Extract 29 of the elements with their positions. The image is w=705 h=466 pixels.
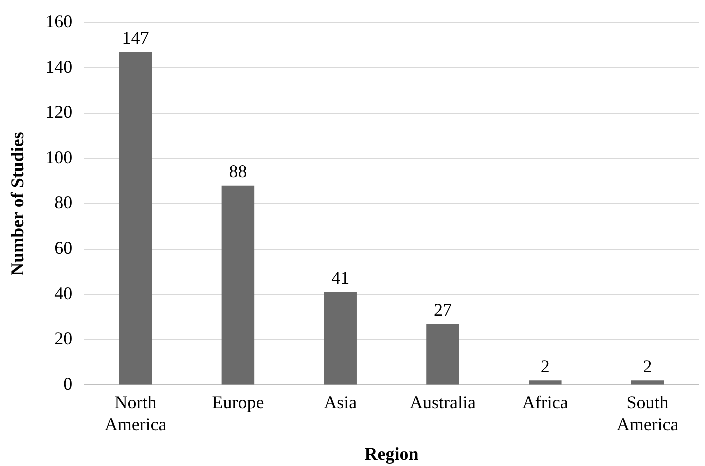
data-label: 2 [540,356,550,376]
x-tick-label: Europe [212,392,264,413]
bar [631,380,664,385]
data-label: 27 [434,300,452,320]
y-tick-label: 140 [46,56,73,77]
x-tick-label: Asia [324,392,358,413]
y-tick-label: 160 [46,12,73,32]
x-axis-title: Region [364,444,419,464]
y-tick-label: 20 [54,328,73,349]
x-tick-label: North America [104,392,167,434]
data-label: 2 [643,356,652,376]
y-tick-label: 100 [46,147,73,168]
y-tick-label: 120 [46,102,73,122]
x-tick-label: South America [616,392,679,434]
bar [222,186,255,385]
bar [529,380,562,385]
y-tick-label: 40 [54,283,73,304]
y-axis-title: Number of Studies [7,132,28,276]
y-tick-label: 80 [54,192,73,213]
bar [119,52,152,385]
bar [426,324,460,385]
x-tick-label: Australia [410,392,476,413]
y-tick-label: 0 [64,374,73,394]
bar [324,292,357,385]
data-label: 88 [229,162,248,182]
x-tick-label: Africa [522,392,568,413]
data-label: 147 [122,28,150,48]
data-label: 41 [332,268,350,288]
y-tick-label: 60 [54,238,73,258]
